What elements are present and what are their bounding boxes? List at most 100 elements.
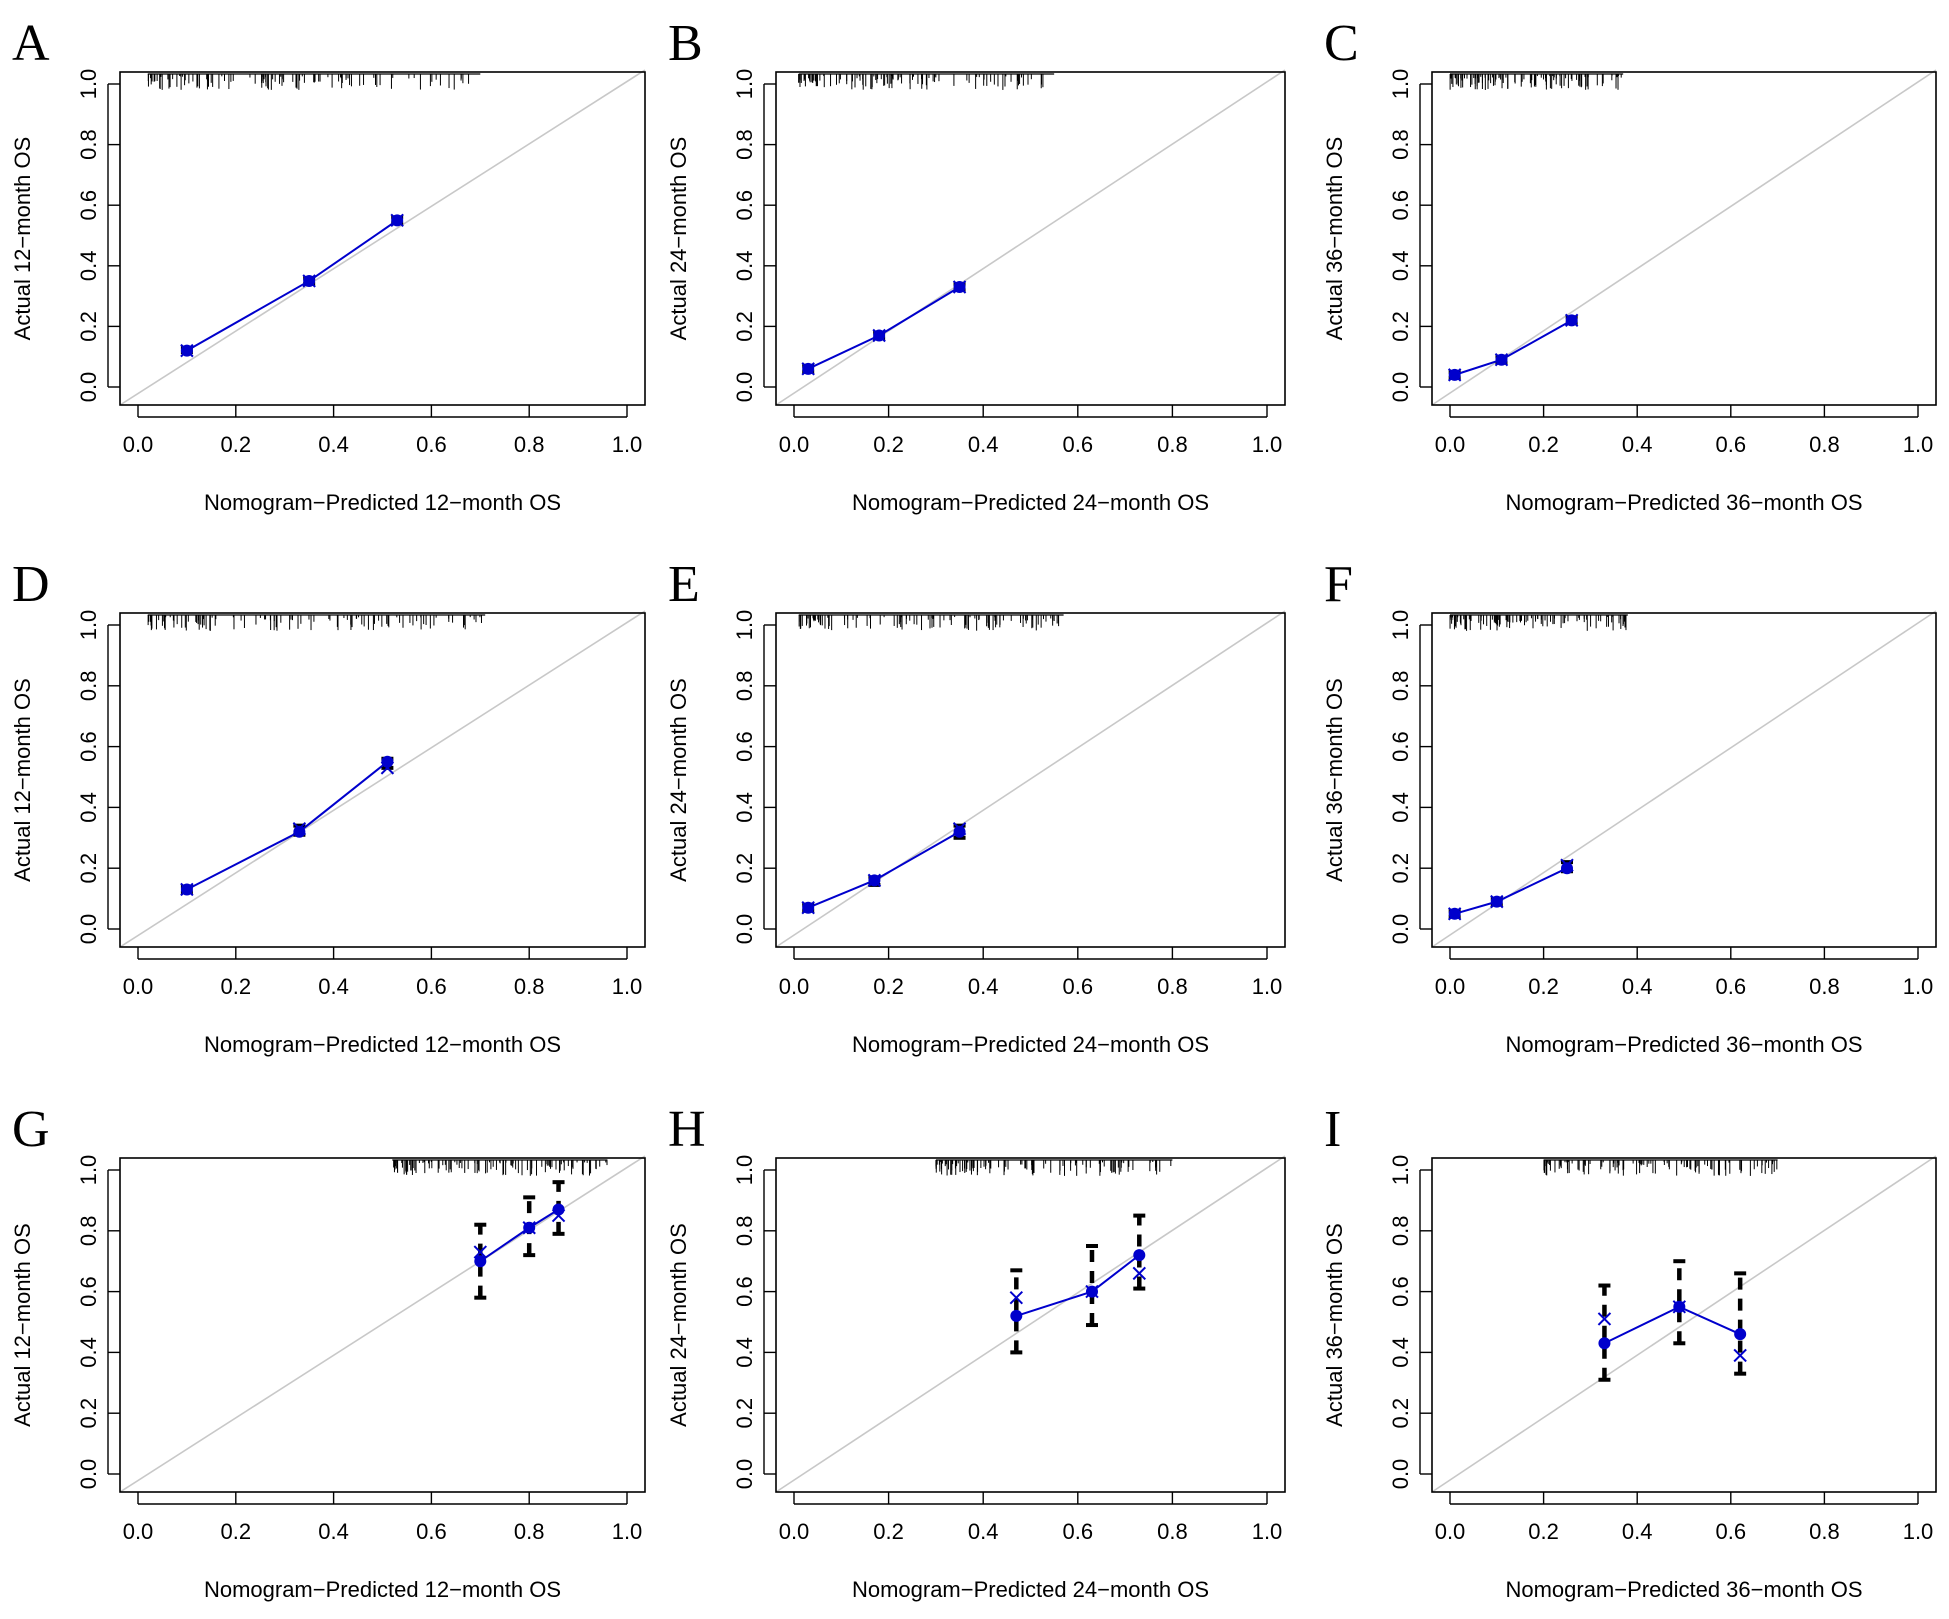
y-tick-label: 1.0	[732, 1155, 757, 1186]
y-tick-label: 0.6	[732, 190, 757, 221]
bias-corrected-point	[302, 274, 316, 288]
bias-corrected-point	[952, 280, 967, 294]
calibration-line	[1454, 867, 1568, 915]
y-tick-label: 1.0	[76, 610, 101, 641]
observed-point	[552, 1203, 565, 1216]
panel-letter: B	[668, 15, 703, 72]
y-tick-label: 0.2	[1388, 311, 1413, 342]
x-tick-label: 0.2	[873, 432, 904, 457]
x-tick-label: 0.2	[873, 1519, 904, 1544]
x-tick-label: 0.4	[318, 1519, 349, 1544]
x-tick-label: 0.6	[1716, 1519, 1747, 1544]
y-tick-label: 0.6	[732, 731, 757, 762]
plot-frame	[775, 71, 1286, 406]
x-tick-label: 0.0	[779, 432, 810, 457]
bias-corrected-point	[1009, 1290, 1024, 1305]
x-tick-label: 0.4	[968, 1519, 999, 1544]
x-tick-label: 0.8	[1157, 974, 1188, 999]
y-tick-label: 0.4	[1388, 1337, 1413, 1368]
bias-corrected-point	[1564, 313, 1579, 328]
x-tick-label: 1.0	[1903, 432, 1934, 457]
x-tick-label: 0.2	[1528, 1519, 1559, 1544]
observed-point	[381, 755, 394, 768]
panel-letter: G	[12, 1101, 50, 1158]
y-axis-label: Actual 36−month OS	[1322, 1223, 1347, 1427]
y-tick-label: 0.6	[76, 1276, 101, 1307]
y-tick-label: 1.0	[732, 610, 757, 641]
bias-corrected-point	[867, 873, 882, 888]
x-axis-label: Nomogram−Predicted 36−month OS	[1505, 1032, 1862, 1057]
cross-stroke	[1560, 858, 1574, 872]
x-tick-label: 0.8	[514, 432, 545, 457]
panel-letter: H	[668, 1101, 706, 1158]
x-axis-label: Nomogram−Predicted 24−month OS	[852, 1577, 1209, 1602]
x-axis-label: Nomogram−Predicted 24−month OS	[852, 1032, 1209, 1057]
y-axis-label: Actual 24−month OS	[666, 137, 691, 341]
bias-corrected-point	[1597, 1312, 1612, 1326]
x-tick-label: 0.2	[1528, 974, 1559, 999]
cross-stroke	[473, 1245, 488, 1259]
y-tick-label: 0.8	[732, 129, 757, 160]
x-axis-label: Nomogram−Predicted 12−month OS	[204, 1577, 561, 1602]
plot-frame	[119, 1157, 646, 1493]
x-axis-label: Nomogram−Predicted 12−month OS	[204, 490, 561, 515]
y-tick-label: 0.6	[76, 731, 101, 762]
x-tick-label: 0.6	[1716, 974, 1747, 999]
x-tick-label: 1.0	[1252, 1519, 1283, 1544]
cross-stroke	[551, 1208, 566, 1223]
cross-stroke	[1447, 907, 1462, 921]
bias-corrected-point	[1672, 1300, 1687, 1314]
y-tick-label: 0.2	[76, 1398, 101, 1429]
ideal-line	[1431, 1155, 1937, 1493]
x-tick-label: 0.4	[1622, 432, 1653, 457]
calibration-line	[807, 830, 961, 909]
y-tick-label: 0.8	[1388, 1216, 1413, 1247]
cross-stroke	[801, 362, 815, 376]
cross-stroke	[390, 213, 404, 228]
x-axis-label: Nomogram−Predicted 36−month OS	[1505, 490, 1862, 515]
x-tick-label: 0.6	[1063, 432, 1094, 457]
y-axis-label: Actual 36−month OS	[1322, 678, 1347, 882]
cross-stroke	[180, 882, 194, 897]
x-tick-label: 0.6	[416, 432, 447, 457]
bias-corrected-point	[180, 882, 194, 897]
y-tick-label: 0.0	[1388, 372, 1413, 403]
y-tick-label: 1.0	[1388, 69, 1413, 100]
x-tick-label: 1.0	[1252, 432, 1283, 457]
x-tick-label: 0.6	[416, 1519, 447, 1544]
observed-point	[953, 825, 966, 838]
y-tick-label: 0.2	[76, 853, 101, 884]
y-tick-label: 1.0	[732, 69, 757, 100]
plot-frame	[119, 71, 646, 406]
x-tick-label: 0.0	[123, 974, 154, 999]
ideal-line	[1431, 69, 1937, 406]
ideal-line	[1431, 610, 1937, 948]
x-tick-label: 0.4	[1622, 974, 1653, 999]
y-tick-label: 0.4	[76, 251, 101, 282]
cross-stroke	[1564, 313, 1579, 328]
cross-stroke	[292, 821, 307, 836]
plot-frame	[1431, 612, 1937, 948]
x-tick-label: 0.4	[968, 974, 999, 999]
bias-corrected-point	[1560, 858, 1574, 872]
panel-letter: D	[12, 556, 50, 613]
y-tick-label: 0.4	[1388, 251, 1413, 282]
x-tick-label: 0.8	[514, 1519, 545, 1544]
y-tick-label: 0.2	[732, 311, 757, 342]
y-axis-label: Actual 24−month OS	[666, 1223, 691, 1427]
observed-point	[1010, 1309, 1023, 1322]
cross-stroke	[1597, 1312, 1612, 1326]
ideal-line	[775, 69, 1286, 406]
y-tick-label: 0.8	[732, 1216, 757, 1247]
y-tick-label: 0.0	[1388, 1459, 1413, 1490]
x-tick-label: 0.4	[1622, 1519, 1653, 1544]
y-tick-label: 0.6	[1388, 190, 1413, 221]
x-tick-label: 0.8	[1809, 432, 1840, 457]
x-tick-label: 0.8	[514, 974, 545, 999]
y-tick-label: 1.0	[1388, 610, 1413, 641]
x-tick-label: 0.0	[779, 974, 810, 999]
plot-frame	[119, 612, 646, 948]
y-tick-label: 0.6	[732, 1276, 757, 1307]
x-tick-label: 0.8	[1809, 974, 1840, 999]
x-tick-label: 0.2	[221, 974, 252, 999]
